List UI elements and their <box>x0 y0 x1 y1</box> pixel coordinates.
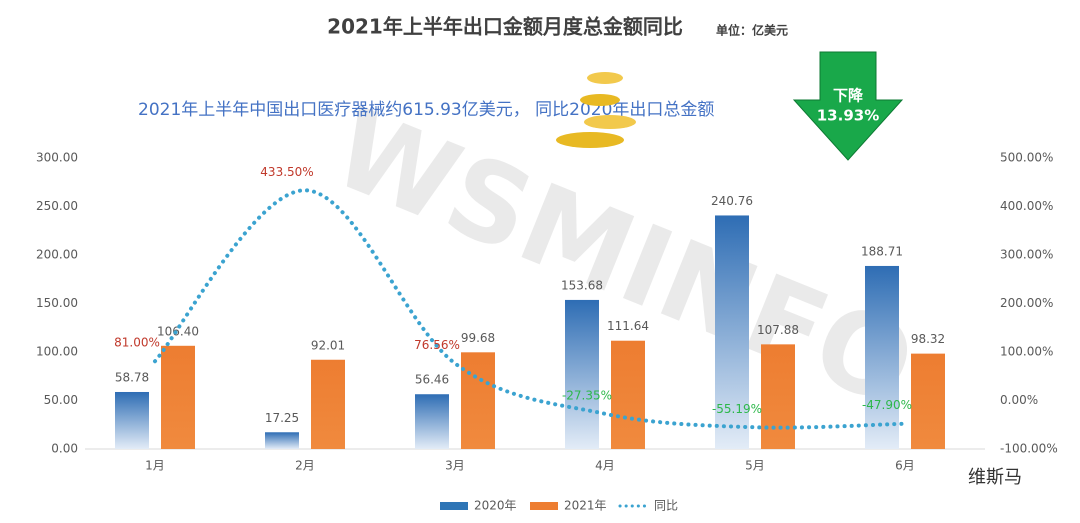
data-label: 58.78 <box>115 370 149 384</box>
data-label: 92.01 <box>311 338 345 352</box>
x-tick-label: 3月 <box>445 459 465 473</box>
y2-tick-label: -100.00% <box>1000 442 1058 456</box>
legend-label: 2020年 <box>474 499 517 513</box>
data-label: 111.64 <box>607 319 649 333</box>
y2-tick-label: 100.00% <box>1000 345 1053 359</box>
bar <box>161 345 195 449</box>
arrow-text: 下降 <box>833 87 864 105</box>
annotation: 2021年上半年中国出口医疗器械约615.93亿美元， 同比2020年出口总金额 <box>138 100 714 120</box>
bar <box>761 344 795 449</box>
logo: 维斯马 <box>968 467 1022 488</box>
bar <box>415 394 449 449</box>
data-label: -55.19% <box>712 402 762 416</box>
y-tick-label: 200.00 <box>36 248 78 262</box>
y2-tick-label: 400.00% <box>1000 199 1053 213</box>
data-label: 188.71 <box>861 244 903 258</box>
data-label: 56.46 <box>415 373 449 387</box>
data-label: 98.32 <box>911 332 945 346</box>
bar <box>265 432 299 449</box>
legend-label: 同比 <box>654 499 678 513</box>
bar <box>115 391 149 449</box>
y-tick-label: 0.00 <box>51 442 78 456</box>
x-tick-label: 2月 <box>295 459 315 473</box>
legend-swatch <box>530 502 558 510</box>
data-label: 433.50% <box>260 165 313 179</box>
data-label: -47.90% <box>862 398 912 412</box>
bar <box>311 359 345 449</box>
data-label: 76.56% <box>414 338 460 352</box>
y2-tick-label: 200.00% <box>1000 296 1053 310</box>
bar <box>715 215 749 449</box>
y-tick-label: 300.00 <box>36 151 78 165</box>
y2-tick-label: 500.00% <box>1000 151 1053 165</box>
data-label: 99.68 <box>461 331 495 345</box>
coins <box>556 72 636 148</box>
y-tick-label: 250.00 <box>36 199 78 213</box>
y-tick-label: 150.00 <box>36 296 78 310</box>
down-arrow <box>792 51 904 161</box>
data-label: -27.35% <box>562 388 612 402</box>
bar <box>911 353 945 449</box>
data-label: 153.68 <box>561 278 603 292</box>
legend-swatch <box>440 502 468 510</box>
y2-tick-label: 300.00% <box>1000 248 1053 262</box>
line <box>153 188 907 430</box>
y-tick-label: 50.00 <box>44 393 78 407</box>
data-label: 240.76 <box>711 194 753 208</box>
data-label: 106.40 <box>157 324 199 338</box>
chart-title: 2021年上半年出口金额月度总金额同比 <box>327 15 683 39</box>
data-label: 17.25 <box>265 411 299 425</box>
legend-label: 2021年 <box>564 499 607 513</box>
bar <box>865 265 899 449</box>
data-label: 81.00% <box>114 336 160 350</box>
x-tick-label: 4月 <box>595 459 615 473</box>
y-tick-label: 100.00 <box>36 345 78 359</box>
y2-tick-label: 0.00% <box>1000 393 1038 407</box>
data-label: 107.88 <box>757 323 799 337</box>
bar <box>461 352 495 449</box>
x-tick-label: 1月 <box>145 459 165 473</box>
x-tick-label: 5月 <box>745 459 765 473</box>
bar <box>611 340 645 449</box>
x-tick-label: 6月 <box>895 459 915 473</box>
unit-label: 单位：亿美元 <box>716 23 788 38</box>
bar <box>565 299 599 449</box>
arrow-text: 13.93% <box>817 107 879 125</box>
